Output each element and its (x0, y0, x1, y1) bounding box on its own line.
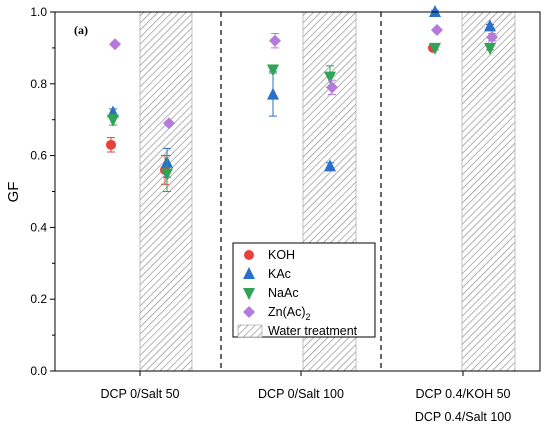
y-tick-label: 0.0 (30, 364, 47, 378)
legend-marker (243, 288, 255, 300)
y-tick-label: 0.6 (30, 149, 47, 163)
x-category-label: DCP 0.4/KOH 50 (416, 387, 511, 401)
legend-marker (243, 306, 255, 318)
legend-hatch-swatch (237, 324, 263, 338)
data-point-water (324, 71, 336, 84)
data-point-water (484, 42, 496, 55)
legend-box (232, 242, 376, 338)
legend-label: NaAc (268, 286, 299, 300)
legend-marker (243, 267, 255, 279)
data-point-water (161, 168, 173, 181)
data-point (269, 34, 281, 47)
y-tick-label: 0.4 (30, 220, 47, 234)
data-point (431, 23, 443, 36)
data-point (429, 5, 441, 17)
y-tick-label: 0.2 (30, 292, 47, 306)
y-tick-label: 0.8 (30, 77, 47, 91)
y-axis-title: GF (5, 182, 22, 203)
x-category-label: DCP 0/Salt 50 (101, 387, 180, 401)
data-point-water (326, 81, 338, 94)
legend-label: Zn(Ac)2 (268, 305, 311, 322)
water-treatment-band (461, 11, 516, 372)
legend-marker (244, 250, 254, 260)
y-tick-label: 1.0 (30, 5, 47, 19)
legend-label: KAc (268, 267, 291, 281)
panel-tag: (a) (74, 23, 88, 37)
legend-label: KOH (268, 248, 295, 262)
legend-label: Water treatment (268, 324, 358, 338)
data-point-water (484, 19, 496, 32)
x-category-label: DCP 0/Salt 100 (258, 387, 344, 401)
data-point (267, 64, 279, 77)
data-point (267, 87, 279, 100)
x-category-label: DCP 0.4/Salt 100 (415, 410, 511, 424)
data-point (109, 38, 121, 51)
data-point (106, 139, 116, 150)
data-point-water (486, 31, 498, 44)
data-point-water (324, 159, 336, 172)
data-point (107, 114, 119, 127)
data-point-water (163, 117, 175, 130)
series-znac (109, 23, 498, 130)
data-point (429, 42, 441, 55)
